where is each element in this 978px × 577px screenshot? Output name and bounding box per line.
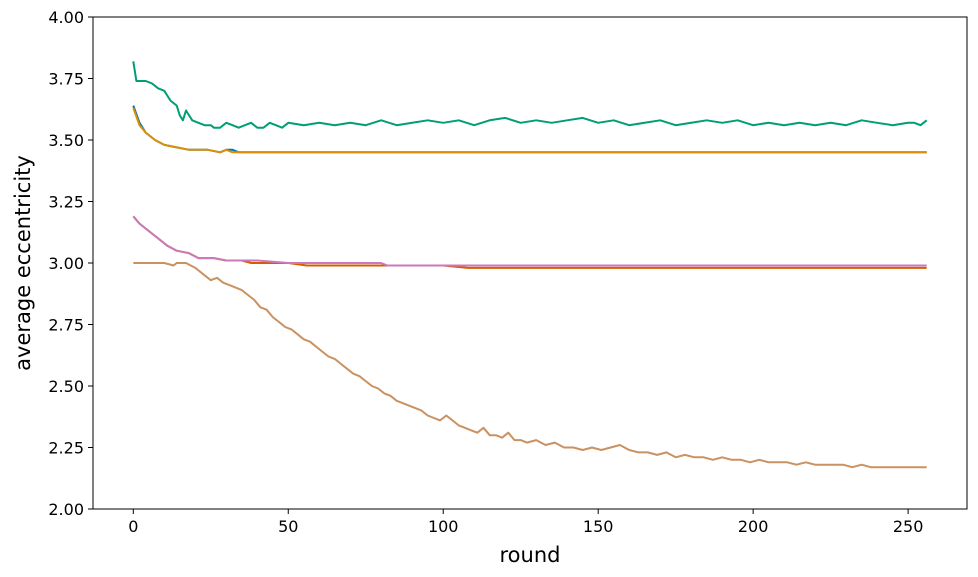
series-line-1 (132, 61, 928, 129)
x-tick-label: 200 (738, 517, 769, 536)
series-line-5 (132, 215, 927, 267)
series-line-3 (132, 107, 927, 154)
y-tick-label: 2.00 (48, 500, 84, 519)
y-tick-label: 2.50 (48, 377, 84, 396)
y-tick-label: 3.75 (48, 70, 84, 89)
y-tick-label: 3.50 (48, 131, 84, 150)
x-tick-label: 100 (428, 517, 459, 536)
plot-frame (92, 16, 968, 510)
y-tick-label: 4.00 (48, 8, 84, 27)
series-line-6 (133, 262, 927, 469)
y-tick-label: 2.75 (48, 316, 84, 335)
x-tick-label: 250 (893, 517, 924, 536)
y-tick-label: 3.00 (48, 254, 84, 273)
series-layer (132, 61, 928, 469)
x-axis-label: round (500, 543, 561, 567)
y-axis-ticks: 2.00 2.25 2.50 2.75 3.00 3.25 3.50 3.75 4.00 (48, 8, 93, 519)
y-tick-label: 2.25 (48, 439, 84, 458)
x-tick-label: 0 (128, 517, 138, 536)
y-tick-label: 3.25 (48, 193, 84, 212)
x-axis-ticks: 0 50 100 150 200 250 (128, 509, 923, 536)
y-axis-label: average eccentricity (11, 155, 35, 371)
x-tick-label: 50 (278, 517, 298, 536)
x-tick-label: 150 (583, 517, 614, 536)
plot-area (92, 16, 968, 510)
series-line-2 (132, 105, 927, 154)
